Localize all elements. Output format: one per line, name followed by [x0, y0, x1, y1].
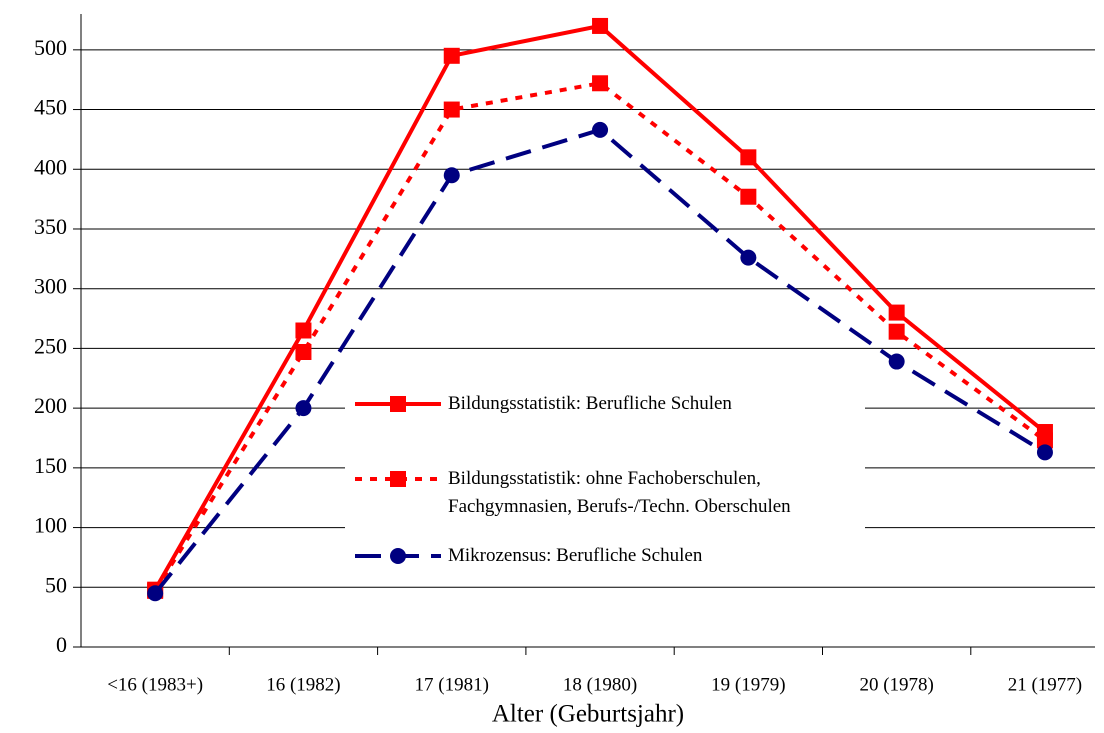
y-tick-label: 450	[34, 95, 67, 120]
legend-label: Bildungsstatistik: Berufliche Schulen	[448, 393, 732, 414]
marker	[1036, 432, 1053, 449]
marker	[740, 149, 757, 166]
legend-label: Mikrozensus: Berufliche Schulen	[448, 545, 703, 566]
marker	[740, 249, 757, 266]
marker	[443, 47, 460, 64]
marker	[888, 323, 905, 340]
legend-entry: Bildungsstatistik: ohne Fachoberschulen,…	[353, 465, 858, 521]
legend-swatch	[355, 471, 441, 487]
x-tick-label: 18 (1980)	[563, 674, 637, 695]
marker	[443, 167, 460, 184]
legend-swatch	[355, 548, 441, 564]
y-tick-label: 200	[34, 393, 67, 418]
x-tick-label: <16 (1983+)	[107, 674, 203, 695]
marker	[147, 585, 164, 602]
marker	[592, 75, 609, 92]
y-tick-label: 250	[34, 333, 67, 358]
marker	[592, 17, 609, 34]
y-tick-label: 50	[45, 572, 67, 597]
marker	[390, 548, 406, 564]
x-axis-label: Alter (Geburtsjahr)	[492, 701, 684, 728]
marker	[888, 353, 905, 370]
marker	[1036, 444, 1053, 461]
legend-label: Bildungsstatistik: ohne Fachoberschulen,…	[448, 468, 791, 517]
y-tick-label: 0	[56, 632, 67, 657]
y-tick-label: 350	[34, 214, 67, 239]
legend-entry: Bildungsstatistik: Berufliche Schulen	[353, 390, 858, 418]
marker	[390, 396, 406, 412]
marker	[295, 343, 312, 360]
x-tick-label: 19 (1979)	[711, 674, 785, 695]
x-tick-label: 17 (1981)	[415, 674, 489, 695]
legend-entry: Mikrozensus: Berufliche Schulen	[353, 542, 858, 570]
marker	[443, 101, 460, 118]
marker	[592, 121, 609, 138]
marker	[888, 304, 905, 321]
y-tick-label: 300	[34, 274, 67, 299]
marker	[295, 322, 312, 339]
x-tick-label: 16 (1982)	[266, 674, 340, 695]
marker	[390, 471, 406, 487]
y-tick-label: 150	[34, 453, 67, 478]
legend: Bildungsstatistik: Berufliche Schulen Bil…	[345, 378, 865, 578]
y-tick-label: 100	[34, 513, 67, 538]
marker	[295, 400, 312, 417]
x-tick-label: 20 (1978)	[859, 674, 933, 695]
legend-swatch	[355, 396, 441, 412]
x-tick-label: 21 (1977)	[1008, 674, 1082, 695]
marker	[740, 188, 757, 205]
y-tick-label: 400	[34, 154, 67, 179]
y-tick-label: 500	[34, 35, 67, 60]
